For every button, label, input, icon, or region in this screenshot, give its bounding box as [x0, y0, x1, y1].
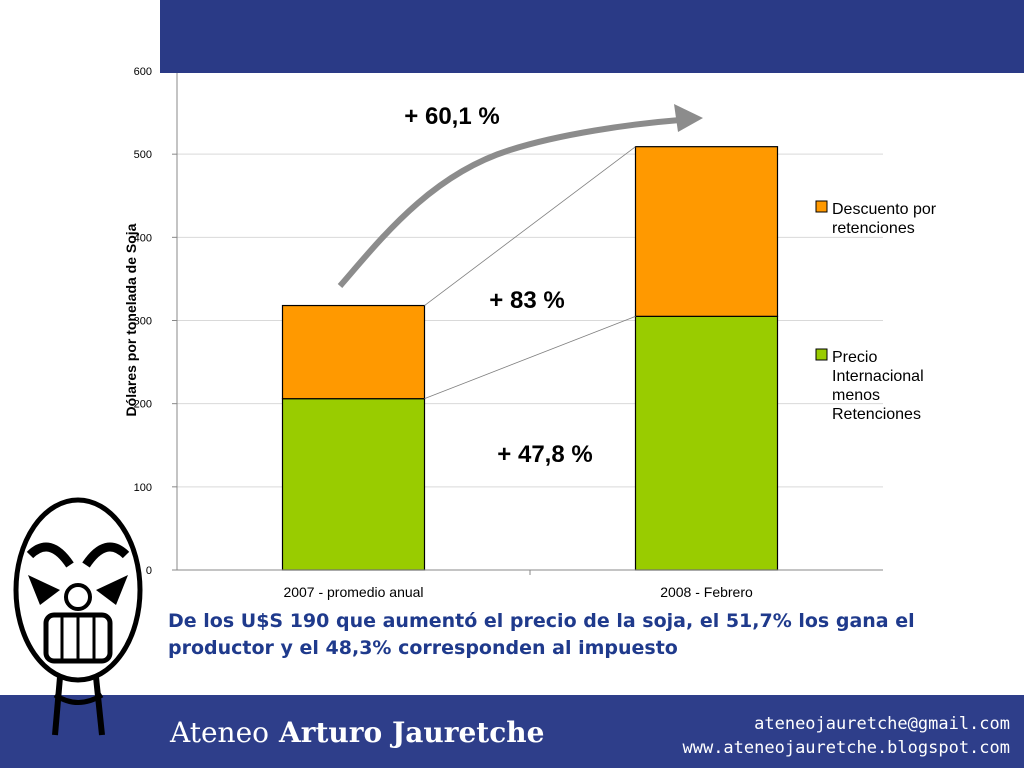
y-tick-label: 100 — [134, 482, 152, 494]
bar-segment — [281, 304, 426, 400]
connector-line — [424, 315, 636, 400]
y-tick-label: 200 — [134, 399, 152, 411]
legend-label: Precio Internacional menos Retenciones — [832, 349, 924, 423]
growth-arrow — [337, 117, 681, 288]
brand-word-name: Arturo Jauretche — [279, 716, 545, 749]
footer-bar — [0, 695, 1024, 768]
annotation-retention-change: + 83 % — [489, 287, 564, 314]
x-category-label: 2008 - Febrero — [660, 584, 753, 600]
y-tick-label: 400 — [134, 232, 152, 244]
y-tick-label: 600 — [134, 66, 152, 78]
bar-segment — [634, 146, 779, 317]
bar-segment — [634, 315, 779, 571]
annotation-total-change: + 60,1 % — [404, 103, 499, 130]
bars — [281, 146, 779, 571]
y-tick-label: 300 — [134, 316, 152, 328]
connector-line — [424, 146, 636, 306]
angry-face-icon — [13, 497, 143, 736]
bar-segment — [281, 398, 426, 571]
legend-swatch — [815, 348, 828, 361]
stacked-bar-chart: 0 100 200 300 400 500 600 2007 - promedio anua… — [123, 66, 937, 600]
contact-info: ateneojauretche@gmail.com www.ateneojaur… — [682, 712, 1010, 760]
connector-lines — [424, 146, 636, 400]
y-tick-label: 0 — [146, 565, 152, 577]
axes — [172, 70, 883, 575]
y-tick-label: 500 — [134, 149, 152, 161]
annotation-price-change: + 47,8 % — [497, 441, 592, 468]
footer-panel — [160, 0, 1024, 73]
legend-label: Descuento por retenciones — [832, 201, 937, 237]
brand-word-ateneo: Ateneo — [170, 716, 270, 749]
x-category-labels: 2007 - promedio anual 2008 - Febrero — [283, 584, 753, 600]
y-tick-labels: 0 100 200 300 400 500 600 — [134, 66, 152, 577]
caption: De los U$S 190 que aumentó el precio de … — [168, 610, 915, 659]
legend-swatch — [815, 200, 828, 213]
contact-email[interactable]: ateneojauretche@gmail.com — [754, 714, 1010, 734]
growth-arrow-head — [674, 104, 703, 132]
brand-name: Ateneo Arturo Jauretche — [170, 716, 544, 749]
y-axis-label: Dólares por tonelada de Soja — [123, 223, 139, 416]
contact-website[interactable]: www.ateneojauretche.blogspot.com — [682, 738, 1010, 758]
legend: Descuento por retenciones Precio Internacio… — [815, 200, 937, 423]
x-category-label: 2007 - promedio anual — [283, 584, 423, 600]
